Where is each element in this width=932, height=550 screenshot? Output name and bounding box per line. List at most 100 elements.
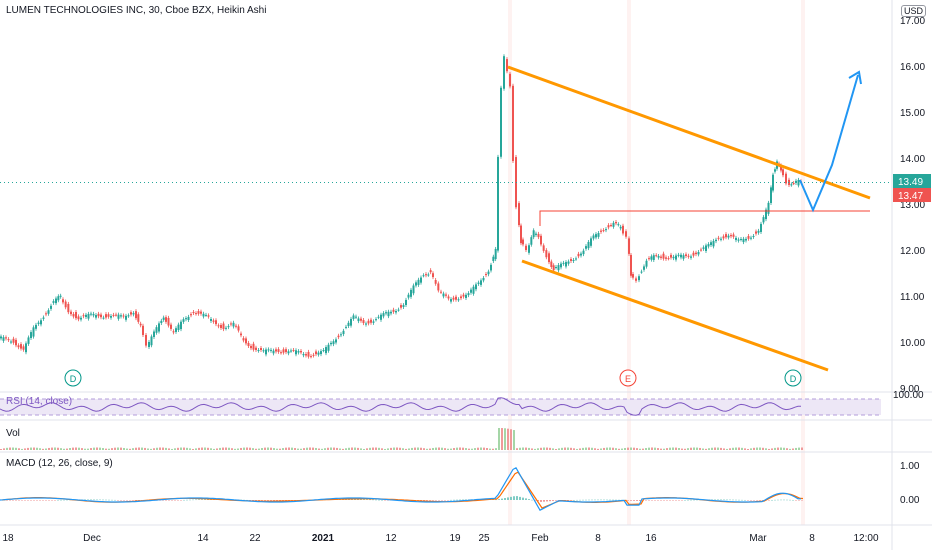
- drawing-overlays[interactable]: [507, 65, 871, 372]
- macd-histogram-bar: [591, 499, 593, 501]
- volume-bar: [702, 448, 704, 450]
- candle: [797, 179, 800, 186]
- candle: [570, 259, 572, 261]
- volume-bar: [465, 448, 467, 450]
- volume-label[interactable]: Vol: [6, 428, 20, 439]
- projection-arrow-icon[interactable]: [848, 70, 862, 85]
- volume-bar: [744, 448, 746, 450]
- volume-bar: [660, 448, 662, 450]
- candle: [607, 225, 610, 228]
- volume-bar: [762, 447, 764, 450]
- volume-bar: [432, 447, 434, 450]
- volume-bar: [759, 447, 761, 450]
- candle: [700, 249, 702, 251]
- candle: [740, 238, 742, 240]
- candle: [325, 347, 327, 354]
- candle: [467, 293, 470, 296]
- volume-bar: [771, 448, 773, 450]
- candle: [452, 297, 455, 300]
- volume-bar: [42, 448, 44, 450]
- volume-bar: [627, 447, 629, 450]
- candle: [340, 334, 342, 336]
- resistance-line[interactable]: [539, 210, 870, 226]
- volume-bar: [84, 448, 86, 450]
- macd-histogram-bar: [195, 499, 197, 501]
- candle: [405, 299, 407, 305]
- macd-histogram-bar: [576, 499, 578, 501]
- candle: [622, 225, 624, 234]
- candle: [657, 256, 660, 258]
- macd-histogram-bar: [426, 500, 428, 501]
- candle: [102, 317, 105, 319]
- candle: [774, 169, 776, 172]
- volume-bar: [384, 448, 386, 450]
- rsi-label[interactable]: RSI (14, close): [6, 396, 73, 407]
- candle: [395, 310, 397, 313]
- macd-histogram-bar: [609, 499, 611, 501]
- candle: [485, 274, 487, 276]
- candle: [590, 238, 592, 246]
- candle: [577, 253, 580, 257]
- event-marker[interactable]: [784, 369, 802, 387]
- volume-bar: [300, 448, 302, 450]
- candle: [560, 263, 562, 268]
- volume-bar: [222, 447, 224, 450]
- macd-histogram-bar: [654, 500, 656, 501]
- macd-histogram-bar: [21, 500, 23, 501]
- macd-histogram-bar: [507, 497, 509, 500]
- volume-bar: [27, 447, 29, 450]
- macd-histogram-bar: [627, 500, 629, 501]
- projection-path[interactable]: [799, 74, 859, 213]
- volume-bar: [579, 448, 581, 450]
- volume-bar: [423, 448, 425, 450]
- channel-lower-line[interactable]: [521, 259, 829, 372]
- candle: [682, 255, 685, 259]
- macd-pane[interactable]: [0, 466, 804, 511]
- candle: [342, 330, 345, 335]
- event-marker[interactable]: [64, 369, 82, 387]
- last-price-badge-bg: [893, 188, 931, 202]
- channel-upper-line[interactable]: [507, 65, 871, 200]
- volume-bar: [594, 448, 596, 450]
- candle: [315, 351, 317, 355]
- volume-bar: [348, 447, 350, 450]
- candle: [572, 259, 575, 262]
- currency-badge[interactable]: USD: [900, 5, 926, 17]
- volume-bar: [708, 448, 710, 450]
- volume-bar: [453, 448, 455, 450]
- volume-bar: [651, 447, 653, 450]
- macd-histogram-bar: [258, 500, 260, 501]
- candle: [252, 343, 255, 350]
- volume-bar: [498, 428, 500, 450]
- volume-bar: [519, 447, 521, 450]
- macd-histogram-bar: [798, 500, 800, 501]
- volume-bar: [387, 448, 389, 450]
- candle: [457, 299, 460, 301]
- candle: [528, 245, 530, 253]
- macd-histogram-bar: [51, 500, 53, 501]
- macd-histogram-bar: [432, 500, 434, 501]
- candle: [297, 351, 300, 353]
- volume-bar: [516, 448, 518, 450]
- candle: [247, 342, 250, 347]
- candle: [460, 296, 462, 299]
- macd-histogram-bar: [165, 500, 167, 501]
- candle: [617, 224, 620, 226]
- event-marker[interactable]: [619, 369, 637, 387]
- volume-bar: [588, 447, 590, 450]
- session-highlight: [801, 0, 805, 525]
- rsi-pane[interactable]: [0, 397, 881, 416]
- candle: [7, 339, 10, 341]
- time-tick-label: 8: [809, 533, 815, 544]
- candle: [650, 256, 653, 260]
- candle: [2, 337, 5, 341]
- volume-pane[interactable]: [0, 428, 803, 450]
- macd-histogram-bar: [768, 500, 770, 501]
- candle: [275, 349, 277, 352]
- macd-label[interactable]: MACD (12, 26, close, 9): [6, 458, 113, 469]
- candle: [727, 235, 730, 238]
- macd-histogram-bar: [603, 499, 605, 501]
- volume-bar: [654, 447, 656, 450]
